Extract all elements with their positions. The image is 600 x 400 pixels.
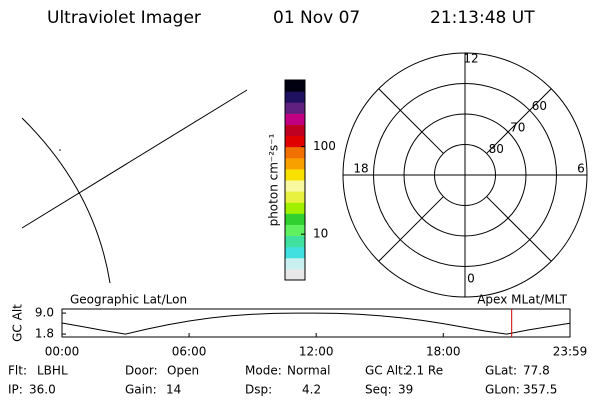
colorbar-tick-label: 10 <box>313 227 328 241</box>
latitude-label: 70 <box>510 120 525 134</box>
mlt-label: 0 <box>467 272 475 286</box>
colorbar-tick-label: 100 <box>313 139 336 153</box>
altitude-line <box>61 312 571 335</box>
dot <box>59 149 61 151</box>
colorbar-segment <box>285 168 305 181</box>
geographic-panel <box>21 89 248 284</box>
colorbar-segment <box>285 246 305 259</box>
x-tick-label: 06:00 <box>172 345 207 359</box>
colorbar-segment <box>285 180 305 192</box>
polar-diagonal <box>486 88 552 154</box>
x-tick-label: 00:00 <box>45 345 80 359</box>
y-tick-label: 9.0 <box>35 306 54 320</box>
info-label: IP: <box>8 383 23 397</box>
colorbar-segment <box>285 157 305 170</box>
colorbar-segment <box>285 224 305 237</box>
colorbar-segment <box>285 135 305 148</box>
info-value: Open <box>167 364 199 378</box>
polar-diagonal <box>378 196 444 262</box>
instrument-title: Ultraviolet Imager <box>47 8 201 28</box>
time: 21:13:48 UT <box>430 8 535 28</box>
y-tick-label: 1.8 <box>35 327 54 341</box>
colorbar-segment <box>285 235 305 248</box>
colorbar-segment <box>285 91 305 103</box>
colorbar-segment <box>285 202 305 214</box>
colorbar-segment <box>285 191 305 203</box>
mlt-label: 6 <box>577 162 585 176</box>
coastline <box>21 117 111 284</box>
latitude-label: 60 <box>532 99 547 113</box>
latitude-label: 80 <box>489 142 504 156</box>
info-label: Seq: <box>365 383 392 397</box>
colorbar-segment <box>285 257 305 270</box>
colorbar-segment <box>285 80 305 92</box>
info-value: 14 <box>166 383 181 397</box>
polar-diagonal <box>378 88 444 154</box>
info-label: GLat: <box>485 364 517 378</box>
info-label: GC Alt: <box>365 364 407 378</box>
info-value: 2.1 Re <box>405 364 443 378</box>
colorbar-segment <box>285 213 305 225</box>
date: 01 Nov 07 <box>273 8 360 28</box>
x-tick-label: 23:59 <box>553 345 588 359</box>
colorbar-segment <box>285 102 305 114</box>
right-label: Apex MLat/MLT <box>477 293 567 307</box>
colorbar-label: photon cm⁻²s⁻¹ <box>267 133 281 226</box>
info-label: Dsp: <box>245 383 272 397</box>
colorbar-segment <box>285 268 305 281</box>
info-value: 36.0 <box>29 383 56 397</box>
y-axis-label: GC Alt <box>11 304 25 342</box>
colorbar-segment <box>285 146 305 159</box>
info-value: 4.2 <box>302 383 321 397</box>
colorbar-frame <box>284 79 306 281</box>
info-value: LBHL <box>37 364 68 378</box>
x-tick-label: 18:00 <box>426 345 461 359</box>
x-tick-label: 12:00 <box>299 345 334 359</box>
info-label: Gain: <box>125 383 157 397</box>
info-label: Door: <box>125 364 158 378</box>
info-value: 357.5 <box>523 383 557 397</box>
info-label: Flt: <box>8 364 27 378</box>
grid-line <box>21 89 248 229</box>
mlt-label: 12 <box>463 52 478 66</box>
polar-diagonal <box>486 196 552 262</box>
info-value: 77.8 <box>523 364 550 378</box>
info-value: 39 <box>398 383 413 397</box>
colorbar-segment <box>285 124 305 137</box>
mlt-label: 18 <box>353 162 368 176</box>
info-label: GLon: <box>485 383 520 397</box>
info-value: Normal <box>287 364 330 378</box>
left-label: Geographic Lat/Lon <box>70 293 187 307</box>
colorbar-segment <box>285 113 305 125</box>
info-label: Mode: <box>245 364 282 378</box>
